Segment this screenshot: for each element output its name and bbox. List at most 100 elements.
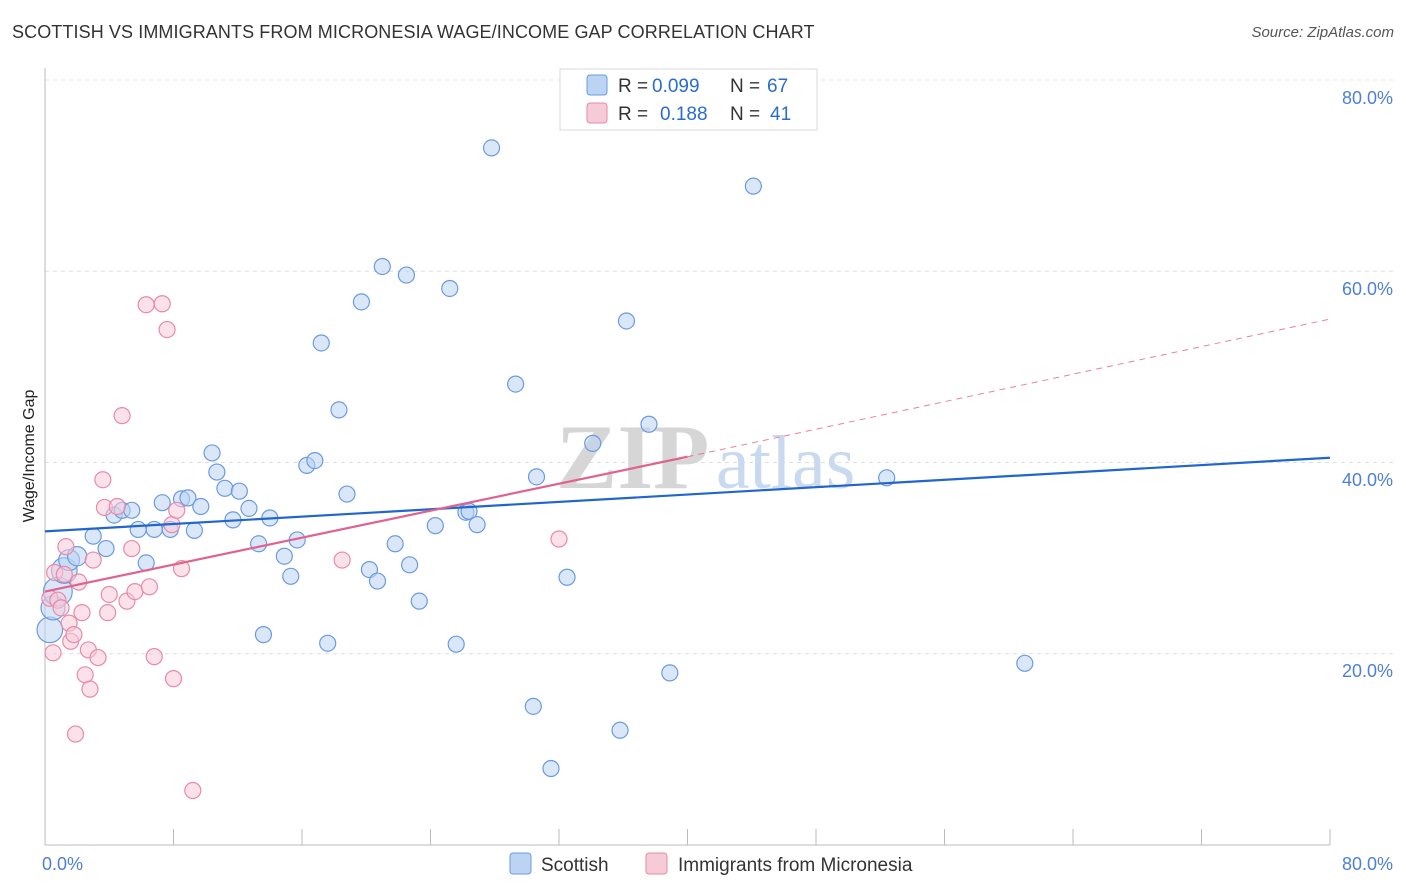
data-point-scottish: [386, 535, 404, 553]
data-point-scottish: [330, 401, 348, 419]
data-point-scottish: [254, 626, 273, 644]
data-point-scottish: [192, 497, 210, 516]
data-point-scottish: [306, 451, 324, 470]
grid-layer: [45, 79, 1393, 655]
data-point-micronesia: [140, 578, 159, 596]
data-point-micronesia: [164, 670, 183, 688]
data-point-scottish: [352, 293, 371, 311]
data-point-micronesia: [81, 680, 99, 698]
data-point-micronesia: [55, 565, 73, 583]
data-point-micronesia: [66, 725, 85, 743]
y-tick-label-80: 80.0%: [1342, 88, 1393, 108]
bottom-legend: Scottish Immigrants from Micronesia: [509, 852, 913, 876]
data-point-scottish: [542, 759, 560, 778]
data-point-scottish: [410, 592, 428, 610]
data-point-scottish: [250, 535, 268, 553]
data-point-scottish: [84, 527, 102, 545]
trend-layer: [44, 318, 1331, 593]
trend-line-micronesia-extension: [687, 318, 1331, 458]
data-point-scottish: [275, 547, 293, 565]
data-point-scottish: [36, 616, 64, 644]
data-point-micronesia: [84, 551, 102, 569]
data-point-scottish: [97, 539, 115, 558]
data-point-scottish: [123, 501, 141, 519]
axis-layer: [44, 68, 1331, 846]
legend-r-value-2: 0.188: [660, 104, 708, 125]
data-point-micronesia: [76, 666, 94, 684]
data-point-scottish: [282, 567, 300, 585]
bottom-legend-swatch-scottish: [509, 852, 532, 875]
data-point-scottish: [558, 568, 576, 586]
data-point-scottish: [524, 697, 542, 715]
data-point-micronesia: [100, 585, 118, 604]
data-point-micronesia: [145, 648, 163, 666]
data-point-micronesia: [168, 501, 186, 519]
legend-n-value-1: 67: [767, 76, 788, 97]
legend-n-label-1: N =: [730, 76, 760, 97]
y-tick-label-60: 60.0%: [1342, 279, 1393, 299]
legend-r-label-1: R =: [618, 76, 648, 97]
data-point-micronesia: [44, 644, 62, 662]
watermark: ZIP atlas: [556, 406, 855, 508]
bottom-legend-label-micronesia: Immigrants from Micronesia: [678, 855, 913, 876]
trend-line-scottish: [44, 456, 1331, 533]
data-point-scottish: [441, 279, 459, 298]
data-point-scottish: [661, 664, 679, 682]
data-point-scottish: [240, 499, 258, 517]
data-point-micronesia: [158, 320, 176, 339]
x-tick-label-max: 80.0%: [1342, 854, 1393, 874]
data-point-scottish: [203, 444, 221, 462]
data-point-scottish: [319, 634, 337, 652]
chart-source: Source: ZipAtlas.com: [1251, 24, 1394, 41]
data-point-micronesia: [99, 604, 117, 622]
legend-r-label-2: R =: [618, 104, 648, 125]
data-point-scottish: [507, 375, 525, 393]
data-point-scottish: [338, 485, 356, 503]
data-point-micronesia: [153, 295, 171, 313]
legend-r-value-1: 0.099: [652, 76, 700, 97]
data-point-micronesia: [333, 551, 351, 569]
bottom-legend-swatch-micronesia: [645, 852, 668, 875]
data-point-micronesia: [113, 407, 131, 425]
data-point-scottish: [373, 257, 391, 276]
legend-n-label-2: N =: [730, 104, 760, 125]
data-point-scottish: [447, 635, 465, 653]
data-point-micronesia: [108, 497, 126, 516]
data-point-scottish: [611, 721, 629, 739]
data-point-scottish: [153, 494, 171, 512]
data-point-micronesia: [126, 582, 144, 601]
data-point-scottish: [468, 516, 486, 534]
bottom-legend-label-scottish: Scottish: [541, 855, 609, 876]
data-point-micronesia: [94, 471, 112, 489]
data-point-micronesia: [550, 530, 568, 548]
data-point-scottish: [640, 415, 658, 433]
y-tick-label-40: 40.0%: [1342, 470, 1393, 490]
chart-title: SCOTTISH VS IMMIGRANTS FROM MICRONESIA W…: [12, 22, 815, 42]
data-point-scottish: [179, 489, 197, 507]
data-point-micronesia: [184, 781, 202, 800]
x-tick-label-min: 0.0%: [42, 854, 83, 874]
data-point-micronesia: [123, 539, 141, 558]
legend-swatch-micronesia: [586, 102, 608, 124]
legend-n-value-2: 41: [770, 104, 791, 125]
trend-line-micronesia: [44, 455, 688, 593]
data-point-scottish: [185, 521, 203, 539]
y-axis-label: Wage/Income Gap: [21, 390, 38, 523]
data-point-scottish: [230, 482, 248, 500]
data-point-scottish: [368, 572, 387, 590]
data-point-micronesia: [137, 296, 155, 314]
data-point-micronesia: [70, 573, 88, 591]
data-point-scottish: [216, 479, 234, 497]
data-point-micronesia: [65, 626, 83, 644]
data-point-scottish: [401, 556, 419, 574]
points-layer: [36, 139, 1034, 800]
data-point-micronesia: [73, 604, 91, 622]
data-point-micronesia: [89, 648, 107, 667]
data-point-scottish: [208, 463, 226, 481]
data-point-scottish: [129, 520, 147, 539]
data-point-scottish: [617, 312, 636, 330]
stats-legend: R = 0.099 N = 67 R = 0.188 N = 41: [559, 68, 818, 131]
data-point-scottish: [1016, 654, 1034, 672]
data-point-scottish: [426, 517, 444, 535]
